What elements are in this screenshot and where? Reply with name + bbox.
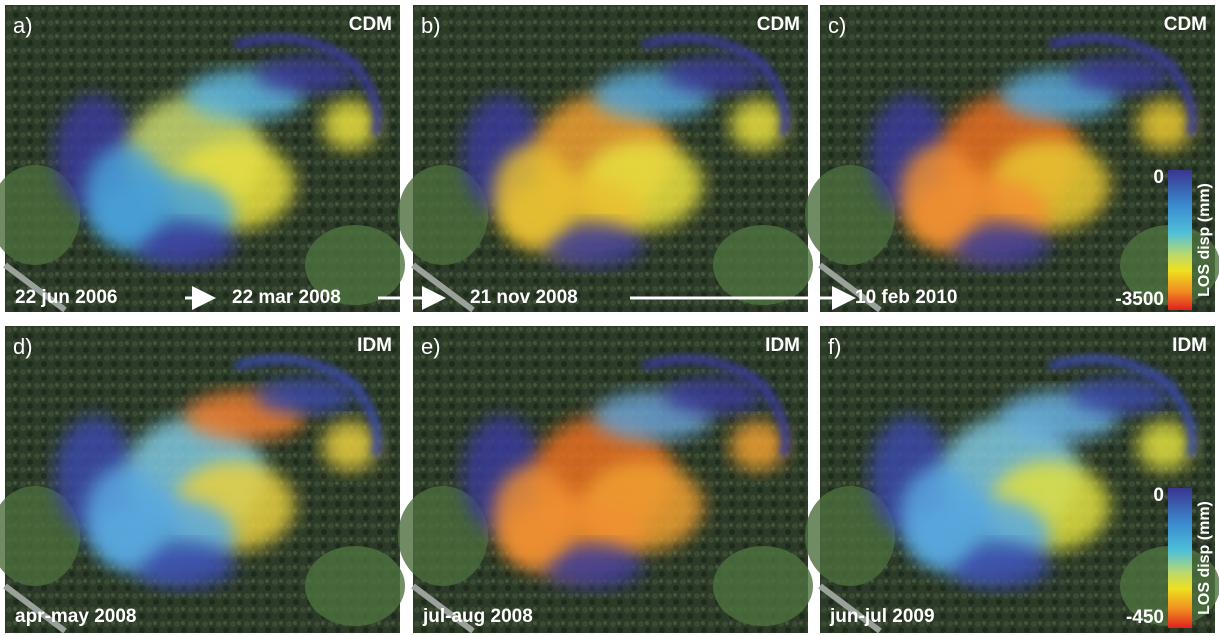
period-label: apr-may 2008 (15, 606, 136, 627)
colorbar-max: 0 (1153, 485, 1164, 506)
panel-letter: b) (421, 13, 441, 38)
displacement-area (255, 378, 355, 414)
panel-letter: a) (13, 13, 33, 38)
meadow (713, 546, 813, 626)
displacement-area (900, 466, 980, 566)
date-label: 22 mar 2008 (232, 287, 341, 308)
map-panel: c) CDM (805, 5, 1219, 312)
colorbar-label: LOS disp (mm) (1196, 501, 1213, 615)
colorbar-max: 0 (1153, 167, 1164, 188)
meadow (713, 225, 813, 305)
method-label: CDM (1164, 14, 1207, 35)
displacement-area (493, 145, 573, 245)
displacement-area (85, 145, 165, 245)
meadow (305, 546, 405, 626)
displacement-area (85, 466, 165, 566)
displacement-area (1070, 57, 1170, 93)
displacement-area (1137, 100, 1193, 150)
displacement-area (900, 145, 980, 245)
figure: a) CDM b) CDM c) CDM d) IDM e) IDM f) IDM 22 jun 200… (0, 0, 1219, 636)
map-panel: e) IDM (398, 326, 813, 633)
method-label: CDM (349, 14, 392, 35)
panel-letter: d) (13, 334, 33, 359)
method-label: CDM (757, 14, 800, 35)
method-label: IDM (357, 335, 392, 356)
panel-letter: e) (421, 334, 441, 359)
map-panel: f) IDM (805, 326, 1219, 633)
displacement-area (730, 100, 786, 150)
colorbar (1168, 488, 1192, 628)
panel-letter: f) (828, 334, 841, 359)
displacement-area (663, 378, 763, 414)
period-label: jul-aug 2008 (422, 606, 533, 627)
colorbar-min: -3500 (1115, 289, 1164, 310)
colorbar-label: LOS disp (mm) (1196, 183, 1213, 297)
displacement-area (1137, 421, 1193, 471)
displacement-area (663, 57, 763, 93)
date-label: 10 feb 2010 (855, 287, 957, 308)
displacement-area (322, 421, 378, 471)
date-label: 21 nov 2008 (470, 287, 578, 308)
map-panel: b) CDM (398, 5, 813, 312)
displacement-area (493, 466, 573, 566)
colorbar (1168, 170, 1192, 310)
method-label: IDM (1172, 335, 1207, 356)
panel-letter: c) (828, 13, 846, 38)
colorbar-min: -450 (1126, 607, 1164, 628)
map-panel: a) CDM (0, 5, 405, 312)
method-label: IDM (765, 335, 800, 356)
displacement-area (322, 100, 378, 150)
map-panel: d) IDM (0, 326, 405, 633)
displacement-area (1070, 378, 1170, 414)
period-label: jun-jul 2009 (829, 606, 935, 627)
date-label: 22 jun 2006 (15, 287, 117, 308)
displacement-area (255, 57, 355, 93)
displacement-area (730, 421, 786, 471)
